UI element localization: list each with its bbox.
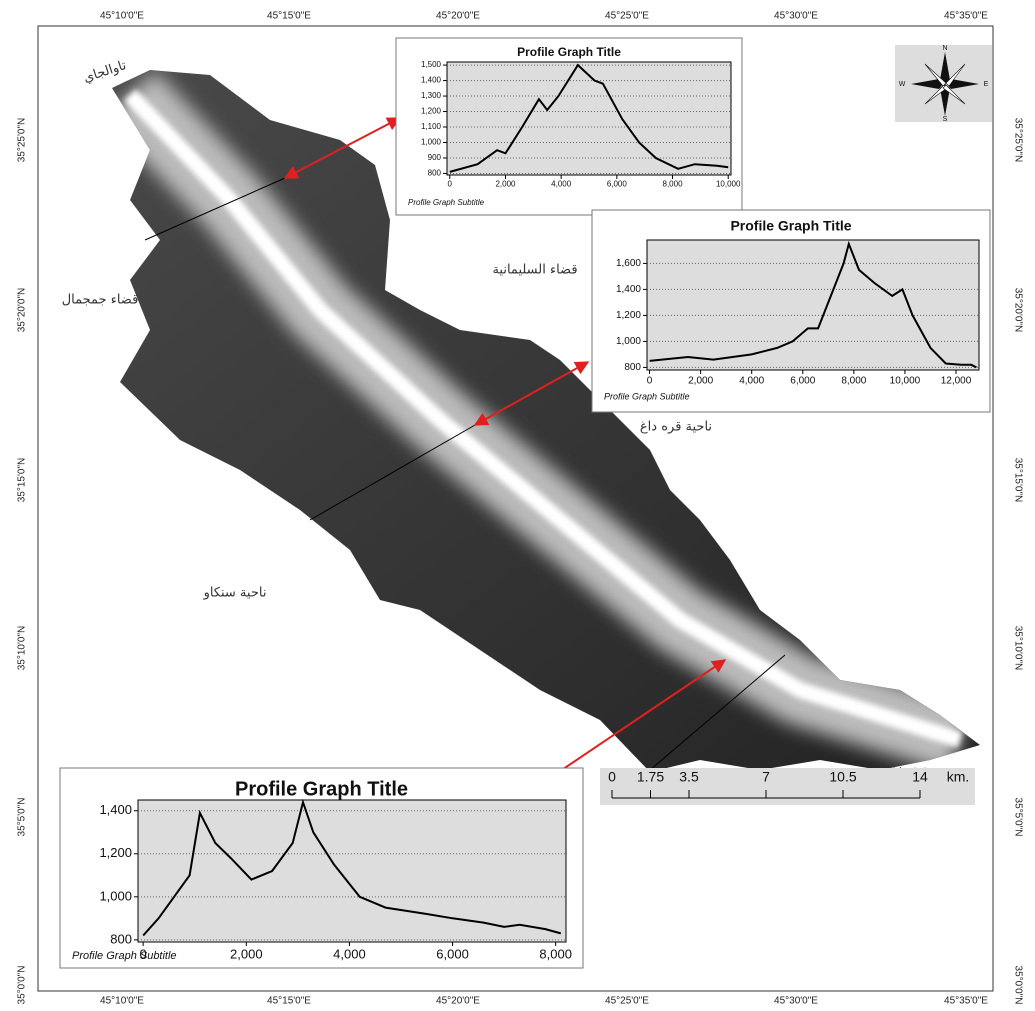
latitude-label: 35°25'0"N [1012,118,1023,163]
y-tick-label: 1,500 [421,60,442,69]
scale-bar-unit: km. [947,769,970,785]
x-tick-label: 6,000 [790,376,815,387]
longitude-label: 45°20'0"E [436,11,480,22]
x-tick-label: 8,000 [841,376,866,387]
x-tick-label: 0 [647,376,653,387]
latitude-label: 35°20'0"N [1012,288,1023,333]
longitude-label: 45°35'0"E [944,11,988,22]
latitude-label: 35°20'0"N [17,288,28,333]
longitude-label: 45°30'0"E [774,11,818,22]
scale-bar-label: 14 [912,769,928,785]
longitude-label: 45°30'0"E [774,996,818,1007]
latitude-label: 35°25'0"N [17,118,28,163]
x-tick-label: 2,000 [688,376,713,387]
chart-title: Profile Graph Title [517,45,621,59]
x-tick-label: 4,000 [739,376,764,387]
y-tick-label: 1,400 [616,284,641,295]
latitude-label: 35°10'0"N [17,626,28,671]
latitude-label: 35°15'0"N [1012,458,1023,503]
longitude-label: 45°25'0"E [605,11,649,22]
y-tick-label: 1,000 [99,888,132,903]
scale-bar-label: 0 [608,769,616,785]
scale-bar-label: 10.5 [829,769,856,785]
longitude-label: 45°10'0"E [100,11,144,22]
x-tick-label: 2,000 [495,180,516,189]
x-tick-label: 8,000 [539,947,572,962]
longitude-label: 45°35'0"E [944,996,988,1007]
south-label: S [943,116,948,123]
latitude-label: 35°0'0"N [1012,966,1023,1005]
x-tick-label: 2,000 [230,947,263,962]
x-tick-label: 6,000 [607,180,628,189]
north-arrow: N S E W [895,45,992,123]
y-tick-label: 1,200 [421,107,442,116]
x-tick-label: 6,000 [436,947,469,962]
y-tick-label: 1,600 [616,258,641,269]
scale-bar-label: 3.5 [679,769,699,785]
chart-subtitle: Profile Graph Subtitle [72,950,177,962]
x-tick-label: 10,000 [890,376,921,387]
place-label: قضاء السليمانية [492,263,577,278]
longitude-label: 45°10'0"E [100,996,144,1007]
longitude-label: 45°15'0"E [267,996,311,1007]
place-label: ناحية قره داغ [640,420,712,435]
y-tick-label: 1,400 [99,802,132,817]
chart-subtitle: Profile Graph Subtitle [408,198,485,207]
x-tick-label: 4,000 [551,180,572,189]
y-tick-label: 800 [428,169,442,178]
y-tick-label: 1,100 [421,122,442,131]
east-label: E [984,81,989,88]
chart-title: Profile Graph Title [235,778,408,800]
y-tick-label: 800 [110,931,132,946]
scale-bar-label: 1.75 [637,769,664,785]
map-page: N S E W تاوالجاي قضاء جمجمال قضاء السليم… [0,0,1035,1011]
longitude-label: 45°20'0"E [436,996,480,1007]
north-label: N [942,45,947,52]
x-tick-label: 12,000 [941,376,972,387]
chart-title: Profile Graph Title [730,218,851,234]
y-tick-label: 1,200 [99,845,132,860]
x-tick-label: 10,000 [716,180,741,189]
x-tick-label: 0 [448,180,453,189]
y-tick-label: 1,400 [421,76,442,85]
y-tick-label: 1,000 [421,138,442,147]
plot-area [138,800,566,942]
latitude-label: 35°0'0"N [17,966,28,1005]
place-label: ناحية سنكاو [203,586,267,601]
x-tick-label: 4,000 [333,947,366,962]
latitude-label: 35°5'0"N [17,798,28,837]
place-label: قضاء جمجمال [62,293,139,308]
chart-subtitle: Profile Graph Subtitle [604,391,690,401]
y-tick-label: 1,200 [616,310,641,321]
scale-bar-label: 7 [762,769,770,785]
y-tick-label: 800 [624,362,641,373]
y-tick-label: 1,300 [421,91,442,100]
plot-area [647,240,979,370]
longitude-label: 45°25'0"E [605,996,649,1007]
y-tick-label: 900 [428,153,442,162]
longitude-label: 45°15'0"E [267,11,311,22]
latitude-label: 35°10'0"N [1012,626,1023,671]
latitude-label: 35°15'0"N [17,458,28,503]
y-tick-label: 1,000 [616,336,641,347]
latitude-label: 35°5'0"N [1012,798,1023,837]
x-tick-label: 8,000 [663,180,684,189]
west-label: W [899,81,906,88]
